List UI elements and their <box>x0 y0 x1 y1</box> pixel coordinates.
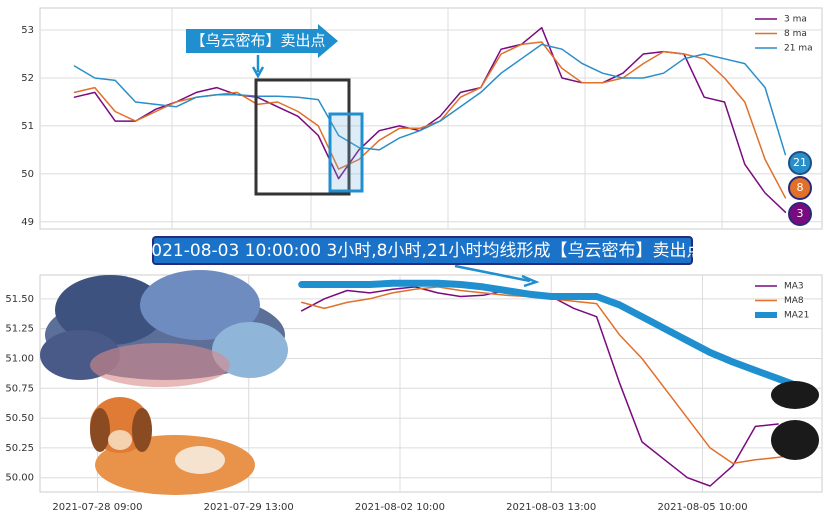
y-tick-label: 51.00 <box>5 353 34 364</box>
series-line <box>73 41 787 199</box>
bottom-frame <box>39 274 823 493</box>
y-tick-label: 50 <box>21 169 34 180</box>
badge-label: 21 <box>793 156 807 169</box>
x-tick-label: 2021-08-02 10:00 <box>355 502 445 513</box>
legend-label: MA8 <box>784 296 804 306</box>
badge-label: 8 <box>797 181 804 194</box>
dark-clouds <box>771 381 819 460</box>
series-line <box>300 286 779 487</box>
label-box <box>152 236 693 265</box>
series-line <box>73 43 787 156</box>
legend-label: 8 ma <box>784 29 807 39</box>
highlight-box <box>254 78 351 196</box>
series-line <box>73 26 787 213</box>
legend-label: MA3 <box>784 282 804 292</box>
y-tick-label: 51.25 <box>5 324 34 335</box>
x-tick-label: 2021-07-28 09:00 <box>52 502 142 513</box>
y-tick-label: 50.75 <box>5 383 34 394</box>
down-arrow <box>251 55 265 79</box>
y-tick-label: 51.50 <box>5 294 34 305</box>
y-tick-label: 52 <box>21 73 34 84</box>
legend-label: MA21 <box>784 311 809 321</box>
top-frame <box>39 7 823 230</box>
badge-21: 21 <box>788 151 812 175</box>
badge-8: 8 <box>788 176 812 200</box>
y-tick-label: 50.00 <box>5 473 34 484</box>
x-tick-label: 2021-07-29 13:00 <box>204 502 294 513</box>
cloud-illustration <box>40 270 288 387</box>
annotation: 【乌云密布】卖出点 <box>190 32 325 50</box>
badge-label: 3 <box>797 207 804 220</box>
annotation-arrow <box>186 24 338 58</box>
x-tick-label: 2021-08-03 13:00 <box>506 502 596 513</box>
main-annotation: 2021-08-03 10:00:00 3小时,8小时,21小时均线形成【乌云密… <box>140 241 703 261</box>
highlight-box-blue <box>328 112 364 193</box>
y-tick-label: 50.25 <box>5 443 34 454</box>
series-line <box>298 279 805 391</box>
y-tick-label: 51 <box>21 121 34 132</box>
y-tick-label: 50.50 <box>5 413 34 424</box>
pointer-arrow <box>454 264 540 288</box>
legend-label: 21 ma <box>784 44 813 54</box>
badge-3: 3 <box>788 202 812 226</box>
dog-illustration <box>90 397 255 495</box>
y-tick-label: 53 <box>21 25 34 36</box>
x-tick-label: 2021-08-05 10:00 <box>657 502 747 513</box>
legend-label: 3 ma <box>784 15 807 25</box>
y-tick-label: 49 <box>21 217 34 228</box>
